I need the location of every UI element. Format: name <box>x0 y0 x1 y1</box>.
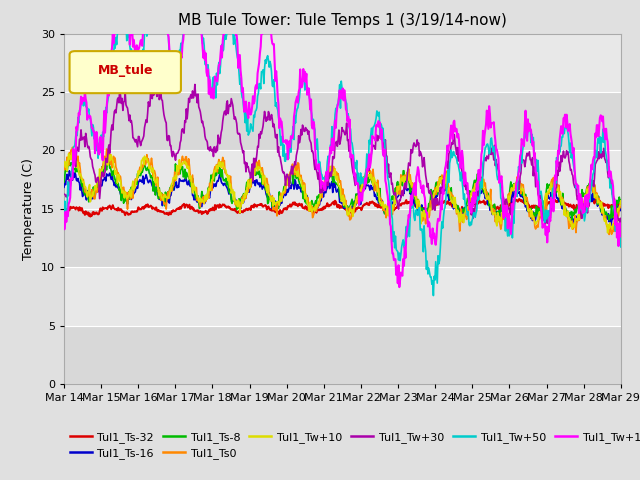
Bar <box>64 325 621 384</box>
Bar <box>64 92 621 150</box>
Bar <box>64 267 621 325</box>
Bar <box>64 34 621 92</box>
Title: MB Tule Tower: Tule Temps 1 (3/19/14-now): MB Tule Tower: Tule Temps 1 (3/19/14-now… <box>178 13 507 28</box>
Y-axis label: Temperature (C): Temperature (C) <box>22 158 35 260</box>
Bar <box>64 209 621 267</box>
Text: MB_tule: MB_tule <box>97 64 153 77</box>
Legend: Tul1_Ts-32, Tul1_Ts-16, Tul1_Ts-8, Tul1_Ts0, Tul1_Tw+10, Tul1_Tw+30, Tul1_Tw+50,: Tul1_Ts-32, Tul1_Ts-16, Tul1_Ts-8, Tul1_… <box>70 432 640 459</box>
FancyBboxPatch shape <box>70 51 181 93</box>
Bar <box>64 150 621 209</box>
